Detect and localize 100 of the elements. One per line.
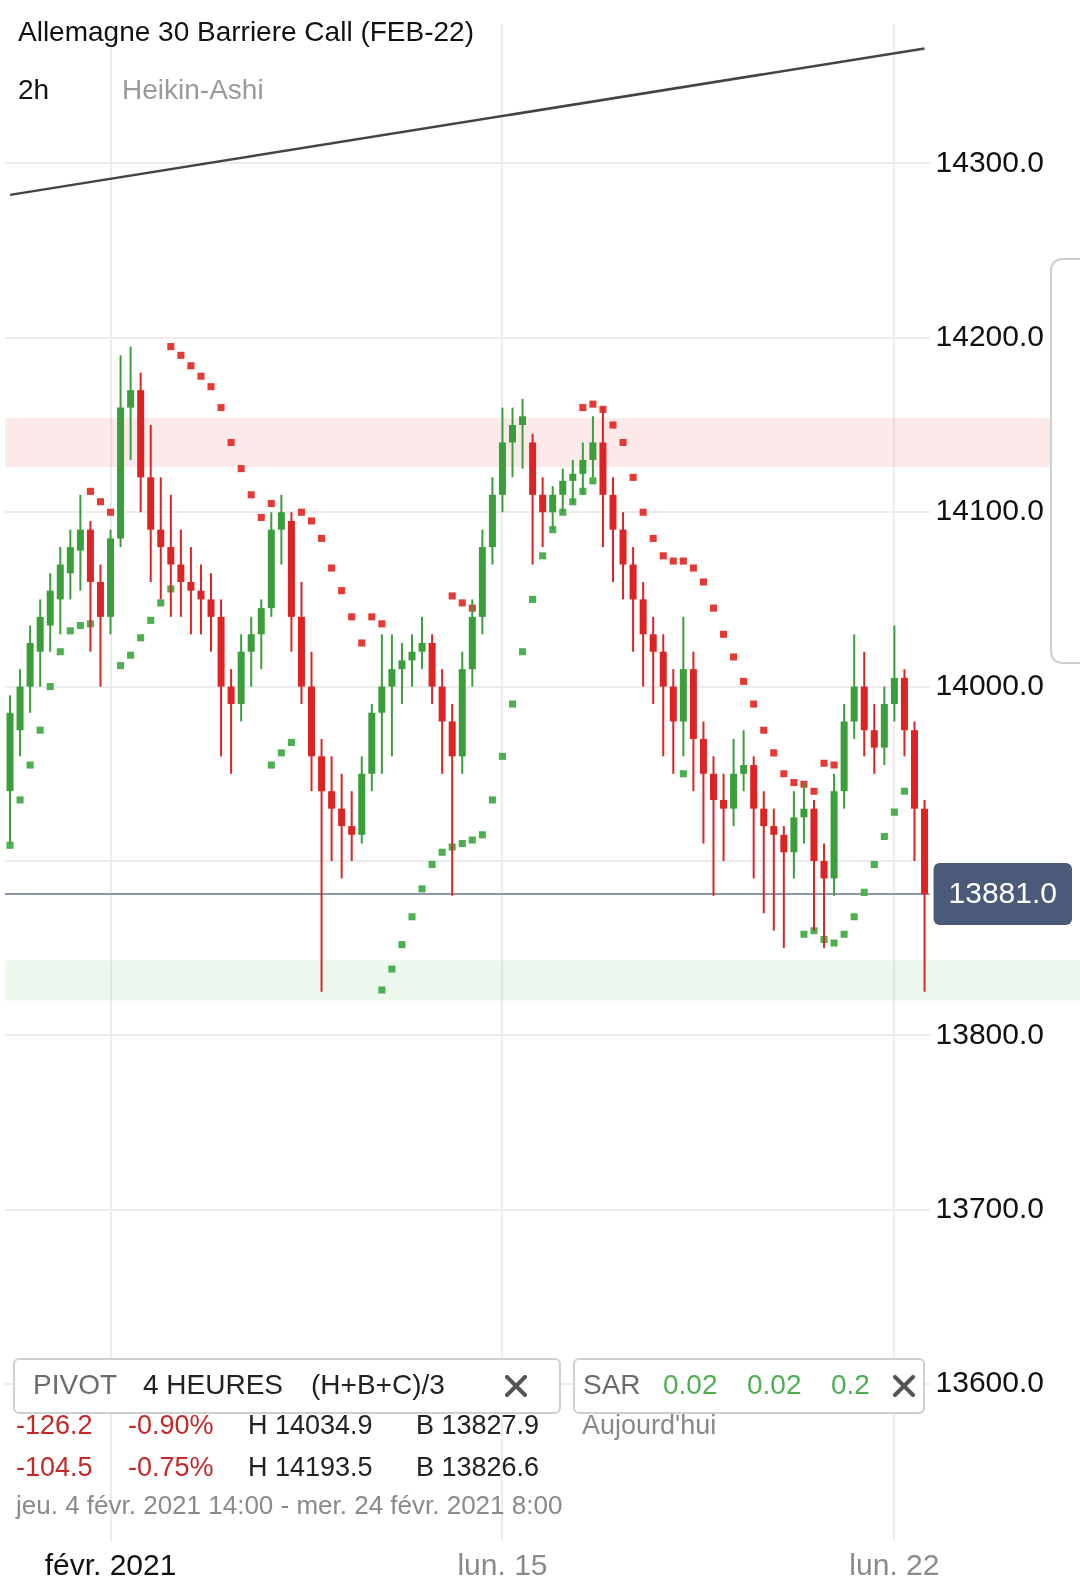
- candlestick: [187, 547, 195, 635]
- point: [870, 860, 878, 868]
- annotation: -104.5: [16, 1452, 93, 1483]
- annotation: jeu. 4 févr. 2021 14:00 - mer. 24 févr. 2021 8:00: [16, 1490, 563, 1521]
- point: [890, 808, 898, 816]
- point: [368, 613, 376, 621]
- point: [26, 761, 34, 769]
- y-tick-label: 14200.0: [935, 319, 1045, 353]
- x-tick-label: lun. 15: [457, 1548, 548, 1582]
- point: [519, 648, 527, 656]
- y-tick-label: 13800.0: [935, 1016, 1045, 1050]
- point: [127, 651, 135, 659]
- point: [267, 499, 275, 508]
- x-tick-label: lun. 22: [849, 1548, 940, 1582]
- point: [398, 941, 406, 949]
- point: [287, 738, 295, 746]
- indicator-panel: PIVOT 4 HEURES (H+B+C)/3: [13, 1358, 561, 1414]
- point: [388, 965, 396, 973]
- annotation: 0.02: [663, 1369, 718, 1401]
- point: [720, 630, 728, 638]
- point: [488, 796, 496, 804]
- point: [689, 564, 697, 572]
- text: 2h: [18, 74, 50, 106]
- point: [6, 841, 14, 849]
- point: [428, 860, 436, 868]
- point: [468, 836, 476, 844]
- point: [46, 683, 54, 691]
- chart-title: Allemagne 30 Barriere Call (FEB-22): [18, 16, 474, 48]
- point: [498, 752, 506, 760]
- point: [147, 616, 155, 624]
- point: [237, 465, 245, 473]
- annotation: SAR: [583, 1369, 641, 1401]
- point: [458, 599, 466, 607]
- point: [66, 627, 74, 635]
- annotation: 4 HEURES: [143, 1369, 284, 1401]
- point: [669, 557, 677, 565]
- point: [810, 787, 818, 795]
- x-tick-label: févr. 2021: [44, 1548, 177, 1582]
- ref-line-label: 13881.0: [948, 876, 1058, 910]
- point: [187, 362, 195, 370]
- point: [900, 787, 908, 795]
- point: [247, 491, 255, 499]
- point: [318, 534, 326, 542]
- y-tick-label: 13700.0: [935, 1190, 1045, 1224]
- point: [36, 726, 44, 734]
- point: [277, 749, 285, 757]
- y-tick-label: 14100.0: [935, 493, 1045, 527]
- point: [438, 848, 446, 856]
- point: [639, 508, 647, 516]
- point: [348, 613, 356, 621]
- point: [860, 888, 868, 896]
- point: [378, 620, 386, 628]
- point: [448, 592, 456, 600]
- point: [338, 587, 346, 595]
- point: [830, 939, 838, 947]
- point: [418, 885, 426, 893]
- point: [458, 839, 466, 848]
- point: [297, 508, 305, 516]
- point: [217, 404, 225, 412]
- point: [679, 557, 687, 565]
- point: [740, 677, 748, 685]
- point: [679, 770, 687, 778]
- annotation: B 13826.6: [416, 1452, 540, 1483]
- point: [378, 986, 386, 994]
- point: [167, 343, 175, 351]
- point: [539, 552, 547, 560]
- point: [659, 552, 667, 560]
- point: [850, 913, 858, 921]
- point: [840, 930, 848, 938]
- point: [589, 400, 597, 408]
- point: [830, 761, 838, 769]
- point: [408, 913, 416, 921]
- point: [609, 421, 617, 429]
- point: [790, 778, 798, 787]
- point: [106, 508, 115, 516]
- point: [800, 930, 808, 938]
- annotation: Heikin-Ashi: [122, 74, 264, 106]
- annotation: -0.75%: [128, 1452, 214, 1483]
- annotation: H 14193.5: [248, 1452, 373, 1483]
- annotation: Aujourd'hui: [582, 1410, 717, 1441]
- point: [589, 477, 597, 485]
- point: [478, 831, 486, 839]
- point: [619, 438, 627, 447]
- point: [227, 438, 235, 447]
- annotation: 0.02: [747, 1369, 802, 1401]
- y-tick-label: 14300.0: [935, 144, 1045, 178]
- point: [730, 653, 738, 661]
- point: [649, 534, 657, 542]
- point: [699, 578, 707, 586]
- point: [880, 833, 888, 841]
- annotation: (H+B+C)/3: [311, 1369, 445, 1401]
- annotation: 0.2: [831, 1369, 870, 1401]
- point: [117, 662, 125, 670]
- point: [508, 700, 517, 708]
- point: [709, 604, 718, 612]
- point: [328, 564, 336, 572]
- point: [750, 700, 758, 708]
- point: [86, 487, 94, 495]
- point: [579, 404, 587, 412]
- point: [760, 726, 768, 734]
